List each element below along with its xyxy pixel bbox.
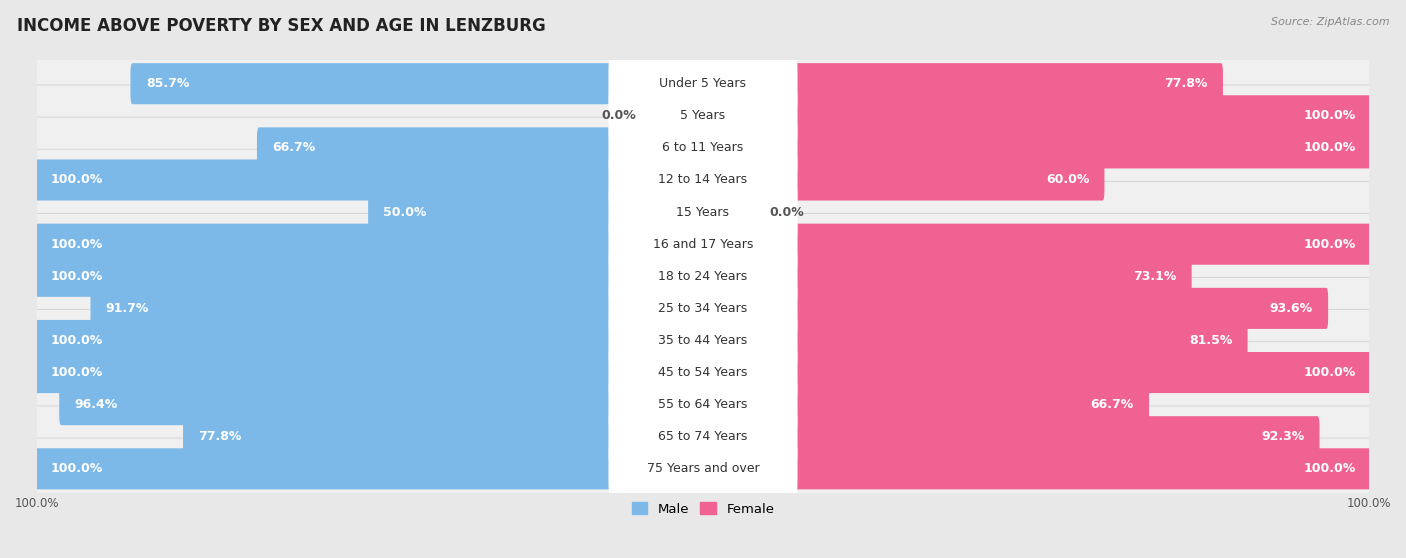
FancyBboxPatch shape (34, 149, 1372, 211)
FancyBboxPatch shape (702, 384, 1149, 425)
Text: 81.5%: 81.5% (1189, 334, 1232, 347)
Text: 100.0%: 100.0% (51, 334, 103, 347)
Text: 100.0%: 100.0% (1303, 366, 1355, 379)
Text: 100.0%: 100.0% (1303, 109, 1355, 122)
Text: 25 to 34 Years: 25 to 34 Years (658, 302, 748, 315)
FancyBboxPatch shape (59, 384, 704, 425)
Text: 50.0%: 50.0% (384, 205, 427, 219)
FancyBboxPatch shape (34, 181, 1372, 243)
FancyBboxPatch shape (34, 246, 1372, 307)
Text: 0.0%: 0.0% (769, 205, 804, 219)
Text: 75 Years and over: 75 Years and over (647, 463, 759, 475)
FancyBboxPatch shape (609, 164, 797, 260)
FancyBboxPatch shape (609, 132, 797, 228)
Text: 66.7%: 66.7% (273, 141, 315, 155)
Text: 55 to 64 Years: 55 to 64 Years (658, 398, 748, 411)
FancyBboxPatch shape (609, 228, 797, 324)
FancyBboxPatch shape (34, 85, 1372, 147)
FancyBboxPatch shape (702, 191, 758, 233)
FancyBboxPatch shape (35, 448, 704, 489)
Text: 77.8%: 77.8% (1164, 77, 1208, 90)
Text: 93.6%: 93.6% (1270, 302, 1313, 315)
FancyBboxPatch shape (34, 213, 1372, 275)
Legend: Male, Female: Male, Female (626, 497, 780, 521)
Text: 0.0%: 0.0% (602, 109, 637, 122)
FancyBboxPatch shape (183, 416, 704, 457)
FancyBboxPatch shape (609, 196, 797, 292)
FancyBboxPatch shape (609, 261, 797, 356)
FancyBboxPatch shape (34, 53, 1372, 114)
FancyBboxPatch shape (35, 224, 704, 264)
Text: 45 to 54 Years: 45 to 54 Years (658, 366, 748, 379)
Text: 15 Years: 15 Years (676, 205, 730, 219)
FancyBboxPatch shape (34, 438, 1372, 499)
FancyBboxPatch shape (609, 357, 797, 453)
FancyBboxPatch shape (34, 374, 1372, 435)
Text: 100.0%: 100.0% (51, 463, 103, 475)
Text: 77.8%: 77.8% (198, 430, 242, 443)
FancyBboxPatch shape (648, 95, 704, 136)
FancyBboxPatch shape (34, 341, 1372, 403)
FancyBboxPatch shape (609, 293, 797, 388)
Text: 91.7%: 91.7% (105, 302, 149, 315)
FancyBboxPatch shape (368, 191, 704, 233)
FancyBboxPatch shape (702, 160, 1105, 200)
Text: 100.0%: 100.0% (1303, 141, 1355, 155)
FancyBboxPatch shape (35, 352, 704, 393)
FancyBboxPatch shape (609, 36, 797, 132)
Text: Under 5 Years: Under 5 Years (659, 77, 747, 90)
FancyBboxPatch shape (35, 320, 704, 361)
FancyBboxPatch shape (34, 406, 1372, 468)
Text: 12 to 14 Years: 12 to 14 Years (658, 174, 748, 186)
FancyBboxPatch shape (34, 277, 1372, 339)
FancyBboxPatch shape (702, 95, 1371, 136)
Text: 100.0%: 100.0% (1303, 463, 1355, 475)
FancyBboxPatch shape (702, 416, 1319, 457)
FancyBboxPatch shape (257, 127, 704, 169)
Text: 92.3%: 92.3% (1261, 430, 1305, 443)
Text: 96.4%: 96.4% (75, 398, 118, 411)
Text: 16 and 17 Years: 16 and 17 Years (652, 238, 754, 251)
FancyBboxPatch shape (35, 256, 704, 297)
FancyBboxPatch shape (609, 68, 797, 163)
Text: 60.0%: 60.0% (1046, 174, 1090, 186)
FancyBboxPatch shape (702, 448, 1371, 489)
Text: 6 to 11 Years: 6 to 11 Years (662, 141, 744, 155)
Text: 18 to 24 Years: 18 to 24 Years (658, 270, 748, 283)
FancyBboxPatch shape (702, 256, 1192, 297)
FancyBboxPatch shape (702, 320, 1247, 361)
Text: 100.0%: 100.0% (51, 174, 103, 186)
Text: 100.0%: 100.0% (1303, 238, 1355, 251)
FancyBboxPatch shape (702, 127, 1371, 169)
Text: 100.0%: 100.0% (51, 270, 103, 283)
Text: Source: ZipAtlas.com: Source: ZipAtlas.com (1271, 17, 1389, 27)
FancyBboxPatch shape (609, 389, 797, 484)
FancyBboxPatch shape (609, 325, 797, 420)
FancyBboxPatch shape (609, 100, 797, 196)
Text: 100.0%: 100.0% (51, 238, 103, 251)
FancyBboxPatch shape (702, 352, 1371, 393)
Text: 100.0%: 100.0% (51, 366, 103, 379)
FancyBboxPatch shape (702, 224, 1371, 264)
FancyBboxPatch shape (34, 310, 1372, 371)
FancyBboxPatch shape (35, 160, 704, 200)
FancyBboxPatch shape (702, 63, 1223, 104)
Text: 65 to 74 Years: 65 to 74 Years (658, 430, 748, 443)
Text: INCOME ABOVE POVERTY BY SEX AND AGE IN LENZBURG: INCOME ABOVE POVERTY BY SEX AND AGE IN L… (17, 17, 546, 35)
FancyBboxPatch shape (609, 421, 797, 517)
Text: 5 Years: 5 Years (681, 109, 725, 122)
Text: 66.7%: 66.7% (1091, 398, 1133, 411)
FancyBboxPatch shape (90, 288, 704, 329)
FancyBboxPatch shape (34, 117, 1372, 179)
FancyBboxPatch shape (131, 63, 704, 104)
Text: 35 to 44 Years: 35 to 44 Years (658, 334, 748, 347)
Text: 73.1%: 73.1% (1133, 270, 1177, 283)
Text: 85.7%: 85.7% (146, 77, 190, 90)
FancyBboxPatch shape (702, 288, 1329, 329)
